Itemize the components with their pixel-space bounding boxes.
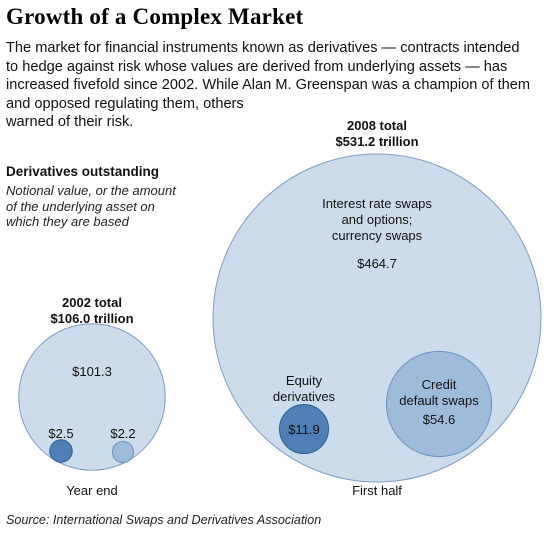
equity-bubble (49, 439, 73, 463)
chart-description: Notional value, or the amount of the und… (6, 183, 176, 230)
rate-currency-value-label: $464.7 (357, 256, 397, 271)
chart-subhead: Derivatives outstanding (6, 164, 160, 179)
total-label: 2008 total (347, 118, 407, 133)
intro-line: warned of their risk. (6, 114, 134, 130)
credit-default-swaps-value-label: $54.6 (423, 412, 456, 427)
intro-line: and opposed regulating them, others (6, 95, 244, 112)
rate-currency-name-label: currency swaps (332, 228, 423, 243)
credit-default-swaps-name-label: Credit (422, 377, 457, 392)
total-label: 2002 total (62, 295, 122, 310)
description-line: which they are based (6, 214, 129, 229)
rate-currency-name-label: Interest rate swaps (322, 196, 432, 211)
intro-line: The market for financial instruments kno… (6, 40, 520, 56)
credit-default-swaps-name-label: default swaps (399, 393, 479, 408)
total-value-label: $106.0 trillion (50, 311, 133, 326)
total-value-label: $531.2 trillion (335, 134, 418, 149)
description-line: Notional value, or the amount (6, 183, 176, 198)
source-note: Source: International Swaps and Derivati… (6, 513, 322, 527)
total-bubble (18, 323, 166, 471)
equity-bubble (278, 403, 330, 455)
intro-text: The market for financial instruments kno… (6, 39, 530, 132)
equity-value-label: $2.5 (48, 426, 73, 441)
rate-currency-value-label: $101.3 (72, 364, 112, 379)
period-label: First half (352, 483, 402, 498)
period-label: Year end (66, 483, 118, 498)
credit-default-swaps-bubble (111, 440, 135, 464)
credit-default-swaps-value-label: $2.2 (110, 426, 135, 441)
chart-title: Growth of a Complex Market (6, 4, 304, 29)
rate-currency-name-label: and options; (342, 212, 413, 227)
equity-name-label: Equity (286, 373, 323, 388)
equity-name-label: derivatives (273, 389, 336, 404)
credit-default-swaps-bubble (385, 350, 493, 458)
intro-line: increased fivefold since 2002. While Ala… (6, 77, 531, 93)
equity-value-label: $11.9 (288, 422, 320, 437)
intro-line: to hedge against risk whose values are d… (6, 58, 508, 75)
description-line: of the underlying asset on (6, 198, 155, 214)
